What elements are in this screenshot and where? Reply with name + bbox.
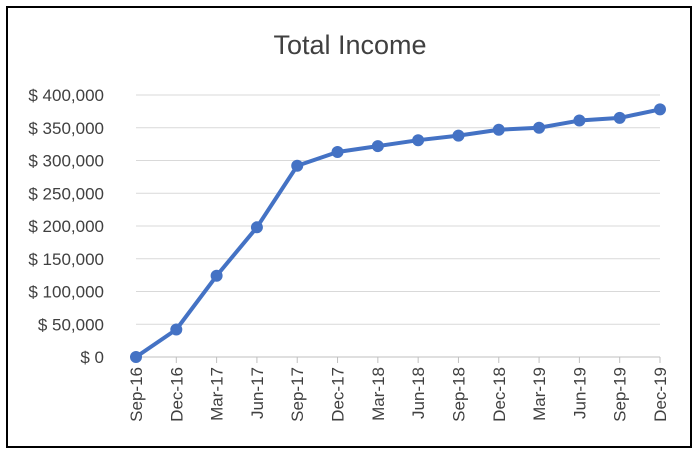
- x-tick-label: Sep-17: [288, 367, 307, 422]
- y-tick-label: $ 250,000: [28, 184, 104, 203]
- series-income: [130, 103, 666, 363]
- data-point: [613, 111, 626, 124]
- data-point: [492, 123, 505, 136]
- y-tick-label: $ 150,000: [28, 250, 104, 269]
- x-axis: Sep-16 Dec-16 Mar-17 Jun-17 Sep-17 Dec-17 Mar-…: [127, 357, 670, 422]
- data-point: [250, 221, 263, 234]
- data-point: [210, 269, 223, 282]
- x-tick-label: Jun-17: [248, 367, 267, 419]
- series-line: [134, 107, 662, 359]
- x-tick-label: Sep-19: [611, 367, 630, 422]
- data-point: [170, 323, 183, 336]
- y-tick-label: $ 350,000: [28, 119, 104, 138]
- x-tick-label: Dec-19: [651, 367, 670, 422]
- x-tick-label: Dec-17: [329, 367, 348, 422]
- x-tick-label: Sep-16: [127, 367, 146, 422]
- y-tick-label: $ 200,000: [28, 217, 104, 236]
- data-point: [291, 159, 304, 172]
- data-point: [331, 145, 344, 158]
- y-tick-label: $ 50,000: [38, 315, 104, 334]
- gridlines: [136, 94, 660, 358]
- x-tick-label: Mar-19: [530, 367, 549, 421]
- y-tick-label: $ 400,000: [28, 86, 104, 105]
- x-tick-label: Mar-17: [208, 367, 227, 421]
- data-point: [533, 121, 546, 134]
- x-tick-label: Dec-18: [490, 367, 509, 422]
- x-tick-label: Jun-18: [409, 367, 428, 419]
- y-tick-label: $ 300,000: [28, 152, 104, 171]
- data-point: [371, 140, 384, 153]
- data-point: [654, 103, 666, 116]
- data-point: [130, 351, 142, 363]
- chart-frame: [6, 6, 692, 448]
- chart-title: Total Income: [273, 30, 427, 60]
- y-tick-label: $ 100,000: [28, 283, 104, 302]
- data-point: [452, 129, 465, 142]
- x-tick-label: Mar-18: [369, 367, 388, 421]
- y-axis: $ 0 $ 50,000 $ 100,000 $ 150,000 $ 200,000 $ …: [28, 86, 104, 367]
- x-tick-label: Jun-19: [570, 367, 589, 419]
- data-point: [412, 134, 425, 147]
- y-tick-label: $ 0: [80, 348, 104, 367]
- x-tick-label: Dec-16: [167, 367, 186, 422]
- x-tick-label: Sep-18: [449, 367, 468, 422]
- data-point: [573, 114, 586, 127]
